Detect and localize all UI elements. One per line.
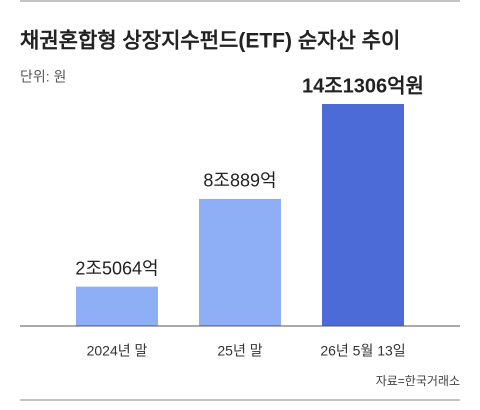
bar	[199, 198, 281, 326]
value-label: 14조1306억원	[302, 74, 424, 97]
unit-note: 단위: 원	[20, 69, 66, 85]
value-label: 8조889억	[203, 171, 276, 191]
bar	[322, 104, 404, 326]
source: 자료=한국거래소	[376, 374, 460, 388]
chart-title: 채권혼합형 상장지수펀드(ETF) 순자산 추이	[20, 29, 400, 53]
bar	[76, 286, 158, 326]
x-tick-label: 25년 말	[217, 343, 262, 359]
x-tick-label: 26년 5월 13일	[320, 343, 405, 359]
value-label: 2조5064억	[75, 258, 158, 278]
x-tick-label: 2024년 말	[87, 343, 148, 359]
